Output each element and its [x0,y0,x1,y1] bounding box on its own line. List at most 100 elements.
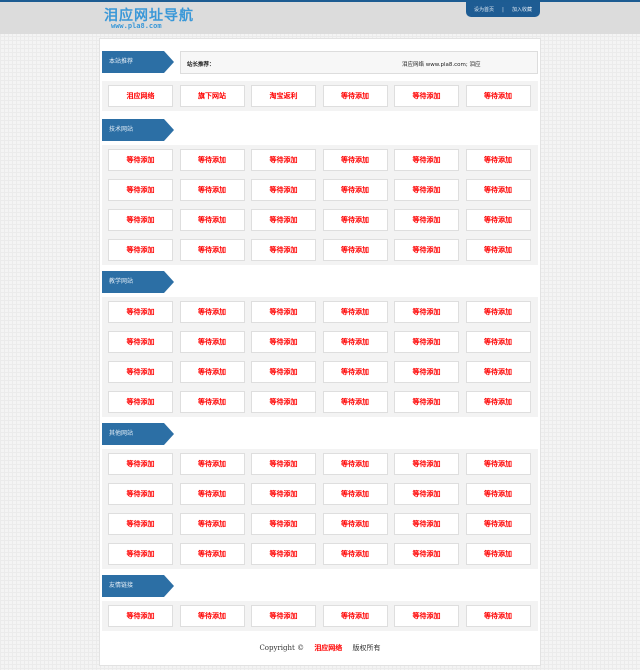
link-item[interactable]: 等待添加 [394,543,459,565]
link-item[interactable]: 等待添加 [179,453,245,475]
rights-text: 版权所有 [352,644,381,652]
link-item[interactable]: 等待添加 [108,453,173,475]
link-item[interactable]: 等待添加 [465,483,531,505]
link-item[interactable]: 等待添加 [108,543,173,565]
link-item[interactable]: 等待添加 [251,301,316,323]
link-item[interactable]: 等待添加 [465,453,531,475]
footer: Copyright © 泪应网络 版权所有 [100,643,540,653]
link-item[interactable]: 等待添加 [251,605,316,627]
link-item[interactable]: 等待添加 [465,179,531,201]
logo[interactable]: 泪应网址导航 [104,8,194,24]
link-item[interactable]: 等待添加 [394,453,459,475]
link-item[interactable]: 等待添加 [251,209,316,231]
link-item[interactable]: 等待添加 [179,209,245,231]
link-item[interactable]: 等待添加 [108,239,173,261]
link-item[interactable]: 等待添加 [251,149,316,171]
link-item[interactable]: 等待添加 [465,301,531,323]
link-item[interactable]: 等待添加 [465,209,531,231]
link-item[interactable]: 等待添加 [465,391,531,413]
link-item[interactable]: 等待添加 [179,391,245,413]
link-item[interactable]: 等待添加 [394,239,459,261]
link-item[interactable]: 等待添加 [322,179,388,201]
link-item[interactable]: 等待添加 [251,513,316,535]
link-item[interactable]: 等待添加 [394,331,459,353]
link-item[interactable]: 等待添加 [251,391,316,413]
link-item[interactable]: 等待添加 [251,179,316,201]
link-item[interactable]: 等待添加 [394,605,459,627]
link-item[interactable]: 等待添加 [322,513,388,535]
link-item[interactable]: 等待添加 [251,483,316,505]
link-item[interactable]: 等待添加 [394,149,459,171]
section-title: 友情链接 [102,575,174,597]
link-item[interactable]: 等待添加 [179,361,245,383]
section-0: 本站推荐 泪应网络 旗下网站 淘宝返利 等待添加 等待添加 等待添加 [102,51,538,111]
link-item[interactable]: 等待添加 [108,605,173,627]
link-item[interactable]: 等待添加 [465,361,531,383]
link-item[interactable]: 等待添加 [251,543,316,565]
link-item[interactable]: 等待添加 [108,179,173,201]
link-item[interactable]: 等待添加 [394,513,459,535]
recommend-text[interactable]: 泪应网络 www.pla8.com; 泪应 [402,62,481,68]
link-item[interactable]: 等待添加 [322,149,388,171]
section-1: 技术网站 等待添加 等待添加 等待添加 等待添加 等待添加 等待添加 等待添加 等待添加 等待添加… [102,119,538,265]
link-item[interactable]: 等待添加 [465,543,531,565]
link-item[interactable]: 等待添加 [179,149,245,171]
link-item[interactable]: 等待添加 [394,361,459,383]
link-item[interactable]: 等待添加 [108,361,173,383]
link-item[interactable]: 等待添加 [394,209,459,231]
add-favorite-link[interactable]: 加入收藏 [511,7,532,13]
header: 泪应网址导航 www.pla8.com 设为首页 | 加入收藏 [0,0,640,34]
link-item[interactable]: 等待添加 [179,179,245,201]
link-item[interactable]: 等待添加 [179,513,245,535]
link-item[interactable]: 等待添加 [251,239,316,261]
link-item[interactable]: 等待添加 [179,239,245,261]
link-item[interactable]: 等待添加 [251,331,316,353]
link-item[interactable]: 泪应网络 [108,85,173,107]
link-item[interactable]: 淘宝返利 [251,85,316,107]
set-homepage-link[interactable]: 设为首页 [474,7,495,13]
copyright-text: Copyright © [259,644,305,652]
link-item[interactable]: 等待添加 [322,483,388,505]
link-item[interactable]: 等待添加 [394,301,459,323]
link-item[interactable]: 等待添加 [322,453,388,475]
link-item[interactable]: 等待添加 [465,513,531,535]
link-item[interactable]: 等待添加 [322,331,388,353]
link-item[interactable]: 等待添加 [251,361,316,383]
link-item[interactable]: 等待添加 [179,331,245,353]
link-item[interactable]: 等待添加 [108,149,173,171]
link-item[interactable]: 等待添加 [322,605,388,627]
link-item[interactable]: 等待添加 [394,85,459,107]
link-item[interactable]: 等待添加 [465,331,531,353]
link-item[interactable]: 旗下网站 [179,85,245,107]
section-title: 教学网站 [102,271,174,293]
link-item[interactable]: 等待添加 [322,391,388,413]
link-item[interactable]: 等待添加 [108,301,173,323]
link-item[interactable]: 等待添加 [251,453,316,475]
link-item[interactable]: 等待添加 [179,543,245,565]
link-item[interactable]: 等待添加 [179,605,245,627]
link-item[interactable]: 等待添加 [108,331,173,353]
link-item[interactable]: 等待添加 [394,391,459,413]
link-item[interactable]: 等待添加 [322,239,388,261]
link-item[interactable]: 等待添加 [394,179,459,201]
link-item[interactable]: 等待添加 [179,483,245,505]
link-item[interactable]: 等待添加 [322,361,388,383]
link-item[interactable]: 等待添加 [322,543,388,565]
link-item[interactable]: 等待添加 [108,391,173,413]
link-item[interactable]: 等待添加 [322,85,388,107]
link-item[interactable]: 等待添加 [108,513,173,535]
link-item[interactable]: 等待添加 [322,209,388,231]
link-item[interactable]: 等待添加 [108,483,173,505]
link-item[interactable]: 等待添加 [465,605,531,627]
link-item[interactable]: 等待添加 [394,483,459,505]
link-item[interactable]: 等待添加 [465,239,531,261]
link-item[interactable]: 等待添加 [465,85,531,107]
link-item[interactable]: 等待添加 [179,301,245,323]
recommend-label: 站长推荐： [187,62,215,68]
link-item[interactable]: 等待添加 [465,149,531,171]
link-grid: 等待添加 等待添加 等待添加 等待添加 等待添加 等待添加 [102,601,538,631]
footer-site-link[interactable]: 泪应网络 [314,643,343,652]
link-item[interactable]: 等待添加 [322,301,388,323]
link-grid: 等待添加 等待添加 等待添加 等待添加 等待添加 等待添加 等待添加 等待添加 等待添加 等待添加… [102,297,538,417]
link-item[interactable]: 等待添加 [108,209,173,231]
